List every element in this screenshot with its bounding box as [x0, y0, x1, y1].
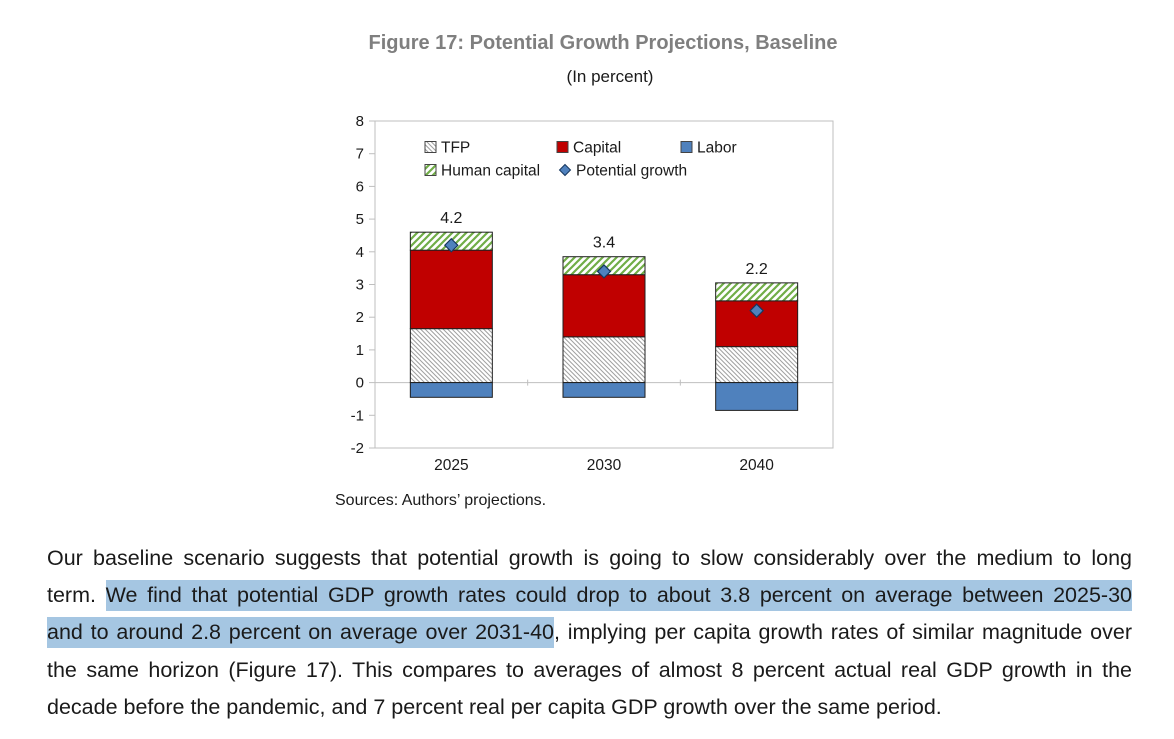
y-axis-label: 0	[356, 375, 364, 392]
paragraph-line: decade before the pandemic, and 7 percen…	[47, 689, 1132, 726]
legend-label-labor: Labor	[697, 140, 737, 157]
body-text-segment: decade before the pandemic, and 7 percen…	[47, 694, 942, 719]
y-axis-label: 6	[356, 178, 364, 195]
bar-segment-labor	[715, 382, 799, 411]
bar-value-label: 3.4	[593, 235, 615, 252]
bar-segment-tfp	[562, 336, 646, 384]
y-axis-label: 1	[356, 342, 364, 359]
y-axis-label: 4	[356, 244, 364, 261]
y-axis-label: 3	[356, 277, 364, 294]
paragraph-line: the same horizon (Figure 17). This compa…	[47, 652, 1132, 689]
y-axis-label: 8	[356, 113, 364, 130]
legend-swatch-human-capital	[424, 164, 437, 176]
body-text-segment: term.	[47, 583, 106, 608]
potential-growth-marker	[596, 264, 612, 279]
paragraph-line: term. We find that potential GDP growth …	[47, 577, 1132, 614]
bar-segment-tfp	[409, 328, 493, 384]
potential-growth-marker	[443, 237, 459, 253]
legend-swatch-capital	[556, 141, 569, 153]
legend-label-capital: Capital	[573, 140, 621, 157]
body-text-segment: , implying per capita growth rates of si…	[554, 620, 1132, 645]
bar-segment-capital	[409, 249, 493, 330]
legend-label-potential-growth: Potential growth	[576, 163, 687, 180]
paragraph-line: Our baseline scenario suggests that pote…	[47, 540, 1132, 577]
y-axis-label: 2	[356, 309, 364, 326]
bar-segment-labor	[409, 382, 493, 398]
bar-value-label: 4.2	[440, 210, 462, 227]
body-text-segment: Our baseline scenario suggests that pote…	[47, 546, 1132, 570]
y-axis-label: -2	[351, 440, 364, 457]
legend-swatch-labor	[680, 141, 693, 153]
bar-segment-labor	[562, 382, 646, 398]
figure-title: Figure 17: Potential Growth Projections,…	[368, 32, 838, 54]
figure-subtitle: (In percent)	[566, 67, 654, 86]
body-text-segment: the same horizon (Figure 17). This compa…	[47, 657, 1132, 682]
bar-value-label: 2.2	[746, 261, 768, 278]
legend-label-tfp: TFP	[441, 140, 470, 157]
highlighted-text: and to around 2.8 percent on average ove…	[47, 617, 555, 649]
paragraph-line: and to around 2.8 percent on average ove…	[47, 614, 1132, 651]
bar-segment-human-capital	[715, 282, 799, 302]
potential-growth-marker	[749, 303, 765, 319]
figure-source-note: Sources: Authors’ projections.	[335, 492, 547, 509]
bar-segment-tfp	[715, 346, 799, 384]
highlighted-text: We find that potential GDP growth rates …	[105, 580, 1132, 612]
legend-label-human-capital: Human capital	[441, 163, 540, 180]
x-axis-label: 2030	[587, 457, 622, 474]
y-axis-label: 5	[356, 211, 364, 228]
x-axis-label: 2025	[434, 457, 468, 474]
potential-growth-chart: -2 -1 0 1 2 3 4 5 6 7 8 4.2 2025 3.4 2030 2.2 2040 TFP Cap…	[351, 113, 834, 474]
body-paragraph: Our baseline scenario suggests that pote…	[47, 540, 1132, 726]
x-axis-label: 2040	[739, 457, 774, 474]
legend-swatch-tfp	[424, 141, 437, 153]
bar-segment-capital	[562, 274, 646, 338]
legend-swatch-potential-growth	[558, 163, 572, 177]
y-axis-label: -1	[351, 407, 364, 424]
y-axis-label: 7	[356, 146, 364, 163]
